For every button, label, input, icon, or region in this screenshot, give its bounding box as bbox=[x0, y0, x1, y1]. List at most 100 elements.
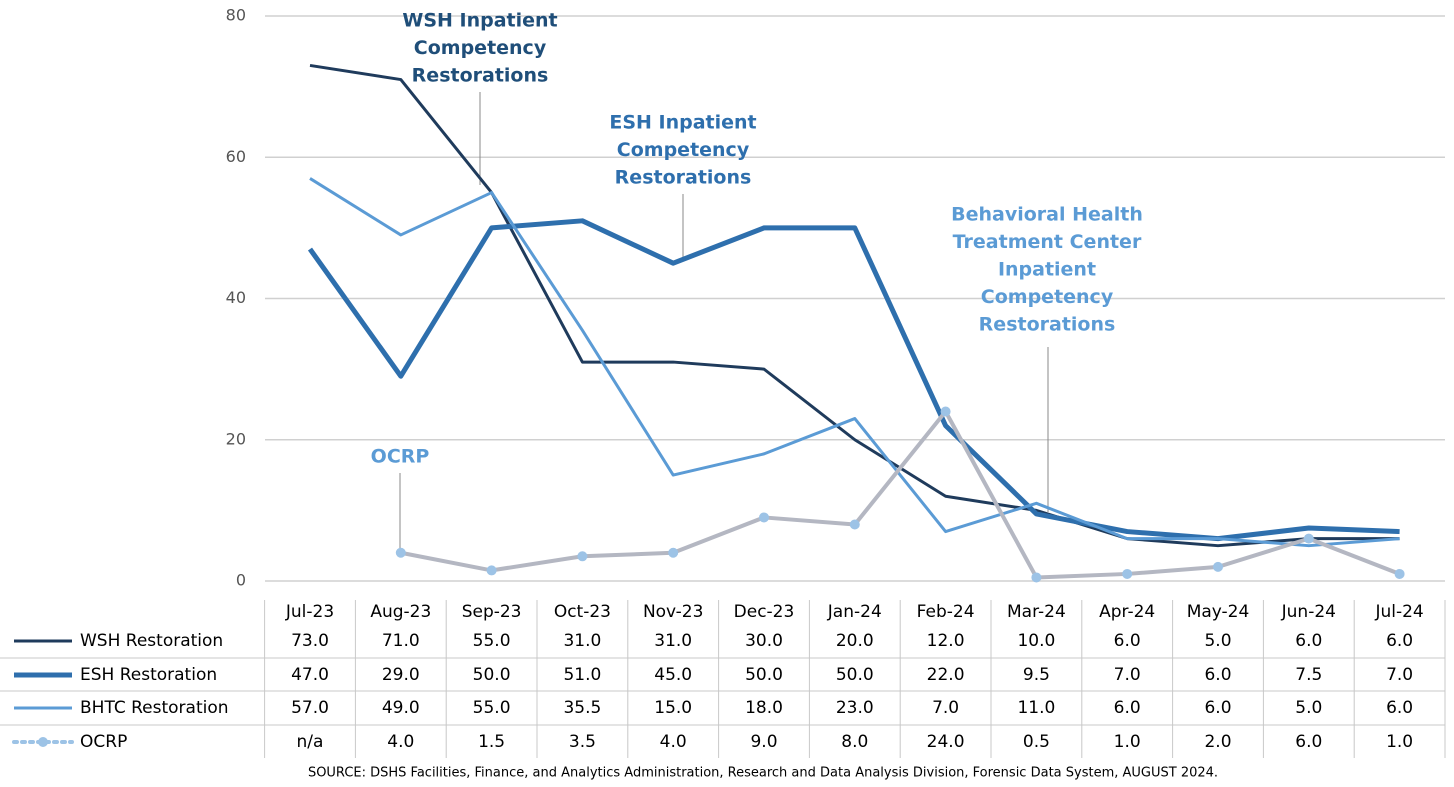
series-line bbox=[307, 218, 1400, 542]
table-value: 45.0 bbox=[654, 665, 692, 685]
annotation: Inpatient bbox=[998, 259, 1096, 281]
x-tick-label: Sep-23 bbox=[462, 602, 522, 622]
annotation: ESH Inpatient bbox=[609, 112, 756, 134]
annotation: Competency bbox=[617, 139, 750, 161]
table-value: 5.0 bbox=[1295, 698, 1322, 718]
table-value: 12.0 bbox=[927, 631, 965, 651]
point-marker bbox=[577, 551, 588, 562]
annotation: Competency bbox=[414, 37, 547, 59]
table-value: 0.5 bbox=[1023, 732, 1050, 752]
table-value: 9.5 bbox=[1023, 665, 1050, 685]
legend-label: BHTC Restoration bbox=[80, 698, 229, 718]
point-marker bbox=[759, 512, 769, 523]
series-line bbox=[309, 63, 1400, 548]
table-value: 51.0 bbox=[563, 665, 601, 685]
series-line bbox=[309, 177, 1400, 548]
x-tick-label: Jan-24 bbox=[827, 602, 882, 622]
table-value: 7.5 bbox=[1295, 665, 1322, 685]
annotation: Restorations bbox=[412, 65, 549, 87]
y-tick-label: 0 bbox=[236, 571, 246, 590]
table-value: 24.0 bbox=[927, 732, 965, 752]
table-value: 23.0 bbox=[836, 698, 874, 718]
x-tick-label: Jun-24 bbox=[1281, 602, 1336, 622]
x-tick-label: Aug-23 bbox=[370, 602, 431, 622]
table-value: 6.0 bbox=[1204, 665, 1231, 685]
table-value: 4.0 bbox=[387, 732, 414, 752]
point-marker bbox=[1122, 568, 1133, 579]
table-value: 50.0 bbox=[745, 665, 783, 685]
table-value: 1.5 bbox=[478, 732, 505, 752]
legend-marker bbox=[38, 737, 48, 747]
y-tick-label: 60 bbox=[226, 147, 246, 166]
x-tick-label: Mar-24 bbox=[1007, 602, 1066, 622]
table-value: 35.5 bbox=[563, 698, 601, 718]
annotation: Restorations bbox=[615, 167, 752, 189]
table-value: 55.0 bbox=[473, 631, 511, 651]
table-value: n/a bbox=[297, 732, 324, 752]
table-value: 47.0 bbox=[291, 665, 329, 685]
table-value: 15.0 bbox=[654, 698, 692, 718]
legend-label: ESH Restoration bbox=[80, 665, 217, 685]
point-marker bbox=[395, 547, 406, 558]
x-tick-label: Nov-23 bbox=[643, 602, 704, 622]
table-value: 73.0 bbox=[291, 631, 329, 651]
table-value: 9.0 bbox=[750, 732, 777, 752]
table-value: 6.0 bbox=[1114, 698, 1141, 718]
annotation: Treatment Center bbox=[953, 231, 1142, 253]
point-marker bbox=[1394, 568, 1405, 579]
table-value: 8.0 bbox=[841, 732, 868, 752]
table-value: 10.0 bbox=[1017, 631, 1055, 651]
annotation: Competency bbox=[981, 286, 1114, 308]
table-value: 7.0 bbox=[932, 698, 959, 718]
table-value: 11.0 bbox=[1017, 698, 1055, 718]
point-marker bbox=[1213, 561, 1223, 572]
annotation: Behavioral Health bbox=[951, 204, 1143, 226]
x-tick-label: May-24 bbox=[1187, 602, 1250, 622]
table-value: 1.0 bbox=[1114, 732, 1141, 752]
x-tick-label: Feb-24 bbox=[917, 602, 975, 622]
legend-label: WSH Restoration bbox=[80, 631, 223, 651]
table-value: 5.0 bbox=[1204, 631, 1231, 651]
point-marker bbox=[486, 565, 497, 576]
table-value: 2.0 bbox=[1204, 732, 1231, 752]
table-value: 7.0 bbox=[1114, 665, 1141, 685]
table-value: 3.5 bbox=[569, 732, 596, 752]
x-tick-label: Oct-23 bbox=[554, 602, 611, 622]
point-marker bbox=[668, 547, 679, 558]
table-value: 55.0 bbox=[473, 698, 511, 718]
table-value: 20.0 bbox=[836, 631, 874, 651]
annotation: Restorations bbox=[979, 314, 1116, 336]
table-value: 30.0 bbox=[745, 631, 783, 651]
table-value: 7.0 bbox=[1386, 665, 1413, 685]
table-value: 6.0 bbox=[1295, 732, 1322, 752]
table-value: 29.0 bbox=[382, 665, 420, 685]
table-value: 50.0 bbox=[473, 665, 511, 685]
legend-label: OCRP bbox=[80, 732, 127, 752]
annotation: WSH Inpatient bbox=[402, 10, 557, 32]
table-value: 57.0 bbox=[291, 698, 329, 718]
table-value: 6.0 bbox=[1386, 698, 1413, 718]
x-tick-label: Dec-23 bbox=[734, 602, 795, 622]
table-value: 18.0 bbox=[745, 698, 783, 718]
annotation: OCRP bbox=[371, 446, 430, 468]
x-tick-label: Jul-23 bbox=[285, 602, 334, 622]
table-value: 71.0 bbox=[382, 631, 420, 651]
y-tick-label: 80 bbox=[226, 6, 246, 25]
table-value: 31.0 bbox=[563, 631, 601, 651]
table-value: 22.0 bbox=[927, 665, 965, 685]
series-line bbox=[400, 409, 1401, 580]
table-value: 4.0 bbox=[660, 732, 687, 752]
table-value: 31.0 bbox=[654, 631, 692, 651]
y-tick-label: 20 bbox=[226, 429, 246, 448]
table-value: 6.0 bbox=[1386, 631, 1413, 651]
x-tick-label: Jul-24 bbox=[1374, 602, 1423, 622]
table-value: 1.0 bbox=[1386, 732, 1413, 752]
point-marker bbox=[849, 519, 860, 530]
table-value: 50.0 bbox=[836, 665, 874, 685]
point-marker bbox=[1031, 572, 1042, 583]
point-marker bbox=[940, 406, 951, 417]
x-tick-label: Apr-24 bbox=[1099, 602, 1155, 622]
table-value: 6.0 bbox=[1204, 698, 1231, 718]
y-tick-label: 40 bbox=[226, 288, 246, 307]
